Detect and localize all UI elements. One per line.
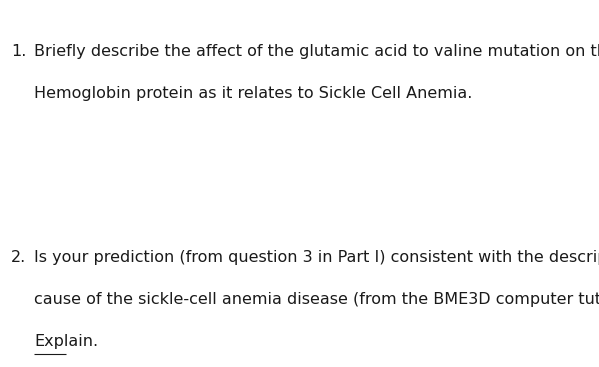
Text: Briefly describe the affect of the glutamic acid to valine mutation on the: Briefly describe the affect of the gluta… (35, 44, 599, 59)
Text: Explain.: Explain. (35, 334, 99, 349)
Text: Hemoglobin protein as it relates to Sickle Cell Anemia.: Hemoglobin protein as it relates to Sick… (35, 86, 473, 101)
Text: 2.: 2. (11, 250, 26, 265)
Text: 1.: 1. (11, 44, 26, 59)
Text: cause of the sickle-cell anemia disease (from the BME3D computer tutorial)?: cause of the sickle-cell anemia disease … (35, 292, 599, 307)
Text: Is your prediction (from question 3 in Part I) consistent with the description o: Is your prediction (from question 3 in P… (35, 250, 599, 265)
